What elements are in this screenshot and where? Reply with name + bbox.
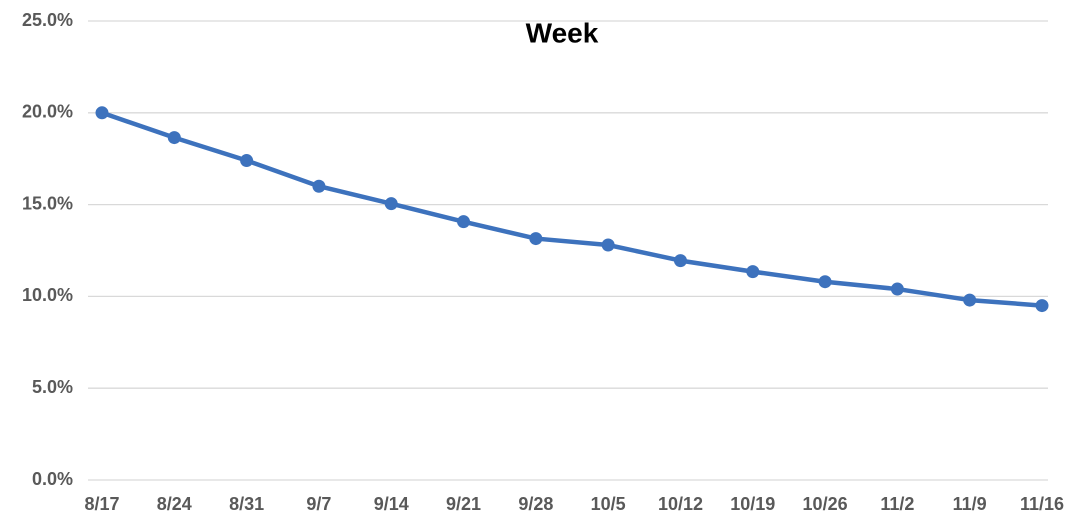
x-tick-label: 11/16 <box>1020 494 1064 514</box>
point <box>384 197 398 211</box>
point <box>312 179 326 193</box>
point <box>963 293 977 307</box>
point <box>1035 299 1049 313</box>
point <box>167 131 181 145</box>
point <box>673 254 687 268</box>
x-tick-label: 9/14 <box>374 494 409 514</box>
chart-title: Week <box>526 17 599 48</box>
x-tick-label: 10/12 <box>658 494 703 514</box>
point <box>890 282 904 296</box>
point <box>95 106 109 120</box>
y-tick-label: 5.0% <box>32 377 73 397</box>
x-tick-label: 8/31 <box>229 494 264 514</box>
line <box>101 110 1043 308</box>
point <box>746 265 760 279</box>
point <box>601 238 615 252</box>
x-tick-label: 10/26 <box>803 494 848 514</box>
point <box>457 215 471 229</box>
y-tick-label: 0.0% <box>32 469 73 489</box>
x-tick-label: 10/19 <box>730 494 775 514</box>
x-tick-label: 11/2 <box>880 494 914 514</box>
x-tick-label: 8/17 <box>84 494 119 514</box>
x-tick-label: 11/9 <box>953 494 987 514</box>
x-tick-label: 9/7 <box>306 494 331 514</box>
y-tick-label: 25.0% <box>22 10 73 30</box>
y-tick-label: 10.0% <box>22 285 73 305</box>
y-tick-label: 15.0% <box>22 193 73 213</box>
point <box>818 275 832 289</box>
x-tick-label: 8/24 <box>157 494 192 514</box>
y-tick-label: 20.0% <box>22 102 73 122</box>
point <box>529 232 543 246</box>
point <box>240 154 254 168</box>
x-tick-label: 9/21 <box>446 494 481 514</box>
x-tick-label: 10/5 <box>591 494 626 514</box>
x-tick-label: 9/28 <box>518 494 553 514</box>
